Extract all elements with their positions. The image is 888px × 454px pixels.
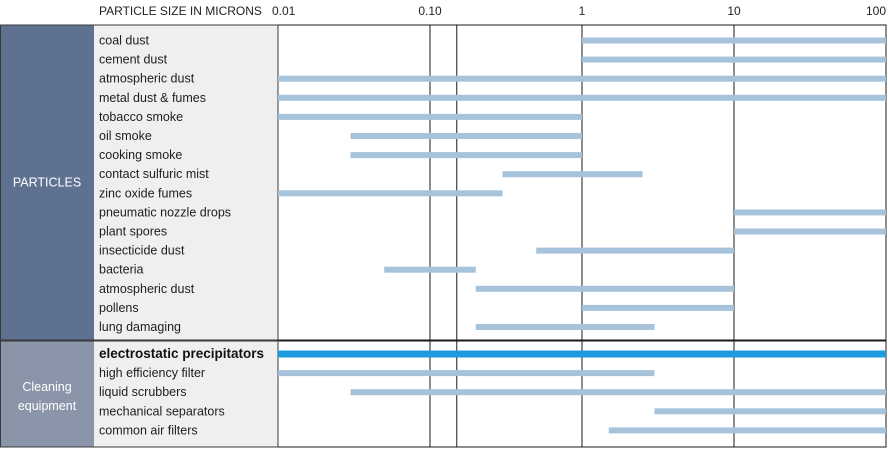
range-bar	[278, 113, 582, 120]
row-label: contact sulfuric mist	[99, 167, 209, 181]
row-label: pollens	[99, 301, 139, 315]
label-panel	[94, 341, 278, 447]
x-tick-label: 10	[727, 4, 741, 18]
x-tick-label: 100	[866, 4, 886, 18]
row-label: zinc oxide fumes	[99, 186, 192, 200]
range-bar	[734, 228, 886, 235]
axis-layer: PARTICLE SIZE IN MICRONS 0.01 0.10 1 10 100	[99, 4, 886, 18]
row-label: common air filters	[99, 423, 198, 437]
range-bar	[582, 37, 886, 44]
range-bar	[734, 209, 886, 216]
row-label: bacteria	[99, 263, 144, 277]
bar-layer	[278, 37, 886, 434]
section-panel	[0, 25, 94, 340]
row-label: cement dust	[99, 53, 168, 67]
row-label: metal dust & fumes	[99, 91, 206, 105]
range-bar	[278, 350, 886, 358]
range-bar	[502, 171, 643, 178]
range-bar	[384, 266, 476, 273]
row-label: atmospheric dust	[99, 72, 195, 86]
x-axis-title: PARTICLE SIZE IN MICRONS	[99, 4, 262, 18]
range-bar	[350, 152, 582, 159]
range-bar	[475, 285, 734, 292]
row-label: plant spores	[99, 225, 167, 239]
range-bar	[350, 389, 886, 396]
row-label: cooking smoke	[99, 148, 182, 162]
section-label: PARTICLES	[13, 176, 81, 190]
x-tick-label: 1	[579, 4, 586, 18]
row-label: insecticide dust	[99, 244, 185, 258]
range-bar	[350, 133, 582, 139]
x-tick-label: 0.10	[418, 4, 442, 18]
range-bar	[582, 56, 886, 63]
range-bar	[475, 324, 655, 330]
range-bar	[278, 94, 886, 101]
range-bar	[608, 427, 886, 434]
row-label: electrostatic precipitators	[99, 346, 264, 361]
row-label: liquid scrubbers	[99, 385, 187, 399]
row-label: atmospheric dust	[99, 282, 195, 296]
row-label: coal dust	[99, 34, 150, 48]
row-label: mechanical separators	[99, 404, 225, 418]
range-bar	[278, 370, 655, 377]
row-label: oil smoke	[99, 129, 152, 143]
label-panel	[94, 25, 278, 340]
range-bar	[278, 75, 886, 82]
range-bar	[582, 304, 734, 311]
section-panel	[0, 341, 94, 447]
range-bar	[278, 190, 503, 197]
range-bar	[536, 247, 734, 254]
group-outline	[0, 340, 279, 448]
group-outline	[0, 24, 279, 341]
row-label: lung damaging	[99, 320, 181, 334]
row-label: high efficiency filter	[99, 366, 205, 380]
row-label: tobacco smoke	[99, 110, 183, 124]
label-layer: PARTICLES coal dust cement dust atmospheric…	[13, 34, 264, 438]
range-bar	[654, 408, 886, 415]
row-label: pneumatic nozzle drops	[99, 205, 231, 219]
section-label: Cleaning equipment	[18, 380, 77, 413]
x-tick-label: 0.01	[272, 4, 296, 18]
